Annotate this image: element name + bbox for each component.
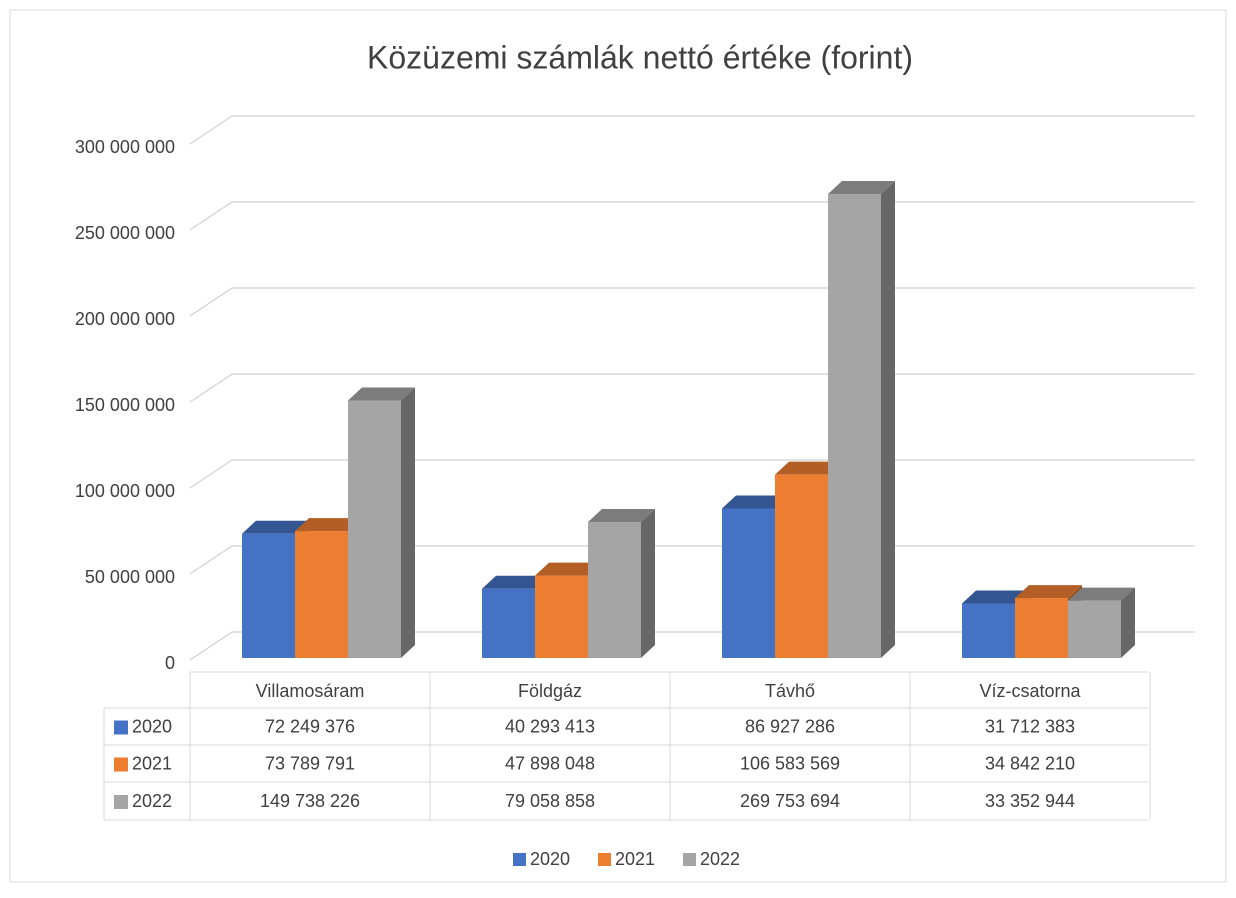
bar-front	[242, 533, 295, 658]
table-cell: 106 583 569	[740, 753, 840, 773]
table-cell: 33 352 944	[985, 791, 1075, 811]
y-tick-label: 250 000 000	[75, 223, 175, 243]
table-cell: 31 712 383	[985, 716, 1075, 736]
bar-top	[588, 509, 655, 523]
table-cell: 34 842 210	[985, 753, 1075, 773]
category-label: Víz-csatorna	[979, 681, 1081, 701]
bar-side	[881, 181, 895, 658]
table-cell: 73 789 791	[265, 753, 355, 773]
bar-front	[828, 194, 881, 658]
bar-top	[1068, 587, 1135, 601]
legend-key	[683, 853, 696, 866]
legend-key	[513, 853, 526, 866]
bar-front	[348, 400, 401, 658]
category-label: Villamosáram	[256, 681, 365, 701]
bar-top	[482, 575, 549, 589]
bar-top	[242, 520, 309, 534]
bar	[828, 181, 895, 658]
table-cell: 269 753 694	[740, 791, 840, 811]
y-tick-label: 50 000 000	[85, 567, 175, 587]
y-tick-label: 0	[165, 653, 175, 673]
bar-front	[482, 588, 535, 658]
category-label: Távhő	[765, 681, 815, 701]
bar-top	[775, 461, 842, 475]
bar	[1068, 587, 1135, 658]
bar-top	[535, 562, 602, 576]
legend-key	[598, 853, 611, 866]
bar-top	[1015, 585, 1082, 599]
table-series-label: 2022	[132, 791, 172, 811]
bar-front	[295, 531, 348, 658]
bar-front	[535, 575, 588, 658]
grid-line	[189, 115, 1195, 145]
bar-front	[1015, 598, 1068, 658]
bar-side	[401, 387, 415, 658]
table-series-label: 2020	[132, 716, 172, 736]
y-tick-label: 100 000 000	[75, 481, 175, 501]
bar-front	[962, 603, 1015, 658]
table-key	[114, 757, 128, 772]
table-cell: 86 927 286	[745, 716, 835, 736]
bar-top	[828, 181, 895, 195]
bar-side	[641, 509, 655, 658]
legend-label: 2022	[700, 849, 740, 869]
bar-top	[348, 387, 415, 401]
table-cell: 47 898 048	[505, 753, 595, 773]
table-cell: 149 738 226	[260, 791, 360, 811]
y-tick-label: 150 000 000	[75, 395, 175, 415]
bar-front	[1068, 600, 1121, 658]
bar-front	[775, 474, 828, 658]
bar-side	[1121, 587, 1135, 658]
table-key	[114, 795, 128, 809]
bar-top	[962, 590, 1029, 604]
bar-front	[588, 522, 641, 658]
chart-border	[9, 9, 1227, 883]
table-cell: 79 058 858	[505, 791, 595, 811]
y-tick-label: 200 000 000	[75, 309, 175, 329]
legend-label: 2020	[530, 849, 570, 869]
bar	[348, 387, 415, 658]
table-cell: 72 249 376	[265, 716, 355, 736]
table-key	[114, 720, 128, 735]
table-series-label: 2021	[132, 753, 172, 773]
bar	[588, 509, 655, 658]
chart-title: Közüzemi számlák nettó értéke (forint)	[367, 39, 913, 75]
bar-top	[722, 495, 789, 509]
y-tick-label: 300 000 000	[75, 137, 175, 157]
table-cell: 40 293 413	[505, 716, 595, 736]
bar-top	[295, 518, 362, 532]
bar-front	[722, 508, 775, 658]
legend-label: 2021	[615, 849, 655, 869]
category-label: Földgáz	[518, 681, 582, 701]
